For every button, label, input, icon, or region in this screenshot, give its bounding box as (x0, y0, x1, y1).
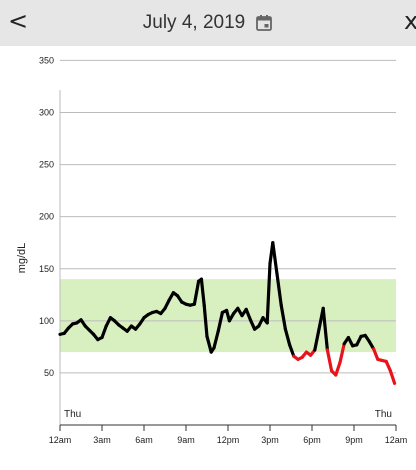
y-tick-label: 150 (39, 264, 54, 274)
glucose-line-low-segment (384, 359, 392, 373)
glucose-line-low-segment (388, 369, 397, 385)
glucose-line-segment (212, 329, 220, 350)
close-icon[interactable]: x (404, 7, 416, 35)
glucose-line-segment (202, 303, 209, 339)
x-tick-label: 9pm (345, 435, 363, 445)
x-tick-label: 3pm (261, 435, 279, 445)
glucose-line-segment (205, 334, 213, 354)
day-label-end: Thu (375, 409, 392, 420)
y-tick-label: 250 (39, 160, 54, 170)
date-picker: July 4, 2019 (0, 0, 416, 46)
glucose-line-segment (321, 306, 329, 352)
y-tick-label: 200 (39, 212, 54, 222)
glucose-line-segment (265, 261, 272, 325)
x-tick-label: 3am (93, 435, 111, 445)
y-tick-label: 350 (39, 55, 54, 65)
glucose-line-segment (248, 318, 257, 331)
x-tick-label: 12am (385, 435, 408, 445)
y-tick-label: 100 (39, 316, 54, 326)
glucose-line-segment (283, 327, 292, 347)
x-tick-label: 12pm (217, 435, 240, 445)
glucose-line-segment (192, 279, 201, 306)
glucose-line-segment (199, 277, 206, 307)
header-bar: < July 4, 2019 x (0, 0, 416, 46)
y-axis-label: mg/dL (16, 243, 28, 274)
glucose-line-segment (216, 310, 224, 333)
y-tick-label: 300 (39, 108, 54, 118)
glucose-line-segment (244, 307, 252, 322)
x-tick-label: 9am (177, 435, 195, 445)
glucose-line-segment (313, 327, 321, 352)
glucose-line-segment (271, 241, 279, 276)
chevron-left-icon[interactable]: < (8, 7, 29, 35)
day-label-start: Thu (64, 409, 81, 420)
glucose-line-low-segment (372, 347, 380, 361)
glucose-line-segment (288, 343, 296, 358)
glucose-line-segment (279, 303, 287, 331)
glucose-line-low-segment (338, 342, 346, 365)
x-tick-label: 6pm (303, 435, 321, 445)
date-title[interactable]: July 4, 2019 (142, 12, 246, 33)
glucose-line-low-segment (325, 348, 334, 373)
glucose-line-segment (100, 324, 108, 340)
x-tick-label: 12am (49, 435, 72, 445)
y-tick-label: 50 (44, 368, 54, 378)
calendar-icon[interactable] (255, 14, 273, 32)
glucose-line-low-segment (334, 360, 342, 377)
x-tick-label: 6am (135, 435, 153, 445)
glucose-line-segment (275, 272, 283, 307)
